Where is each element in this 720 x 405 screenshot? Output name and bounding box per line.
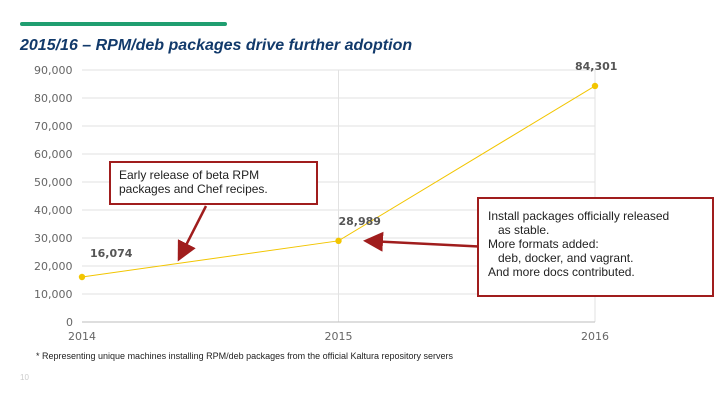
- data-point: [591, 82, 599, 90]
- y-tick-label: 80,000: [34, 92, 73, 105]
- callout-arrows: [177, 205, 511, 262]
- callout-text-line: Early release of beta RPM: [119, 168, 260, 182]
- callout-text-line: packages and Chef recipes.: [119, 182, 268, 196]
- y-tick-label: 30,000: [34, 232, 73, 245]
- callout-text-line: deb, docker, and vagrant.: [498, 251, 634, 265]
- arrow-early-release: [177, 205, 208, 262]
- y-tick-label: 20,000: [34, 260, 73, 273]
- x-tick-label: 2015: [325, 330, 353, 343]
- y-tick-label: 0: [66, 316, 73, 329]
- y-tick-label: 70,000: [34, 120, 73, 133]
- callout-text-line: Install packages officially released: [488, 209, 670, 223]
- y-tick-label: 90,000: [34, 64, 73, 77]
- data-point: [335, 237, 342, 245]
- data-label: 16,074: [90, 247, 133, 260]
- data-label: 84,301: [575, 60, 617, 73]
- footnote: * Representing unique machines installin…: [36, 351, 454, 361]
- slide-title: 2015/16 – RPM/deb packages drive further…: [20, 37, 413, 54]
- x-tick-label: 2014: [68, 330, 96, 343]
- y-axis-tick-labels: 0 10,000 20,000 30,000 40,000 50,000 60,000 70,…: [34, 64, 73, 329]
- data-point: [78, 273, 86, 281]
- callout-text-line: More formats added:: [488, 237, 599, 251]
- data-labels: 16,074 28,989 84,301: [90, 60, 617, 260]
- y-tick-label: 50,000: [34, 176, 73, 189]
- y-tick-label: 60,000: [34, 148, 73, 161]
- page-number: 10: [20, 373, 29, 382]
- callout-stable-release: Install packages officially released as …: [477, 197, 714, 297]
- x-tick-label: 2016: [581, 330, 609, 343]
- callout-early-release: Early release of beta RPM packages and C…: [109, 161, 318, 205]
- y-tick-label: 10,000: [34, 288, 73, 301]
- title-accent-bar: [20, 22, 227, 26]
- x-axis-tick-labels: 2014 2015 2016: [68, 330, 609, 343]
- data-label: 28,989: [339, 215, 381, 228]
- callout-text-line: And more docs contributed.: [488, 265, 635, 279]
- data-points: [78, 82, 599, 281]
- callout-text-line: as stable.: [498, 223, 550, 237]
- y-tick-label: 40,000: [34, 204, 73, 217]
